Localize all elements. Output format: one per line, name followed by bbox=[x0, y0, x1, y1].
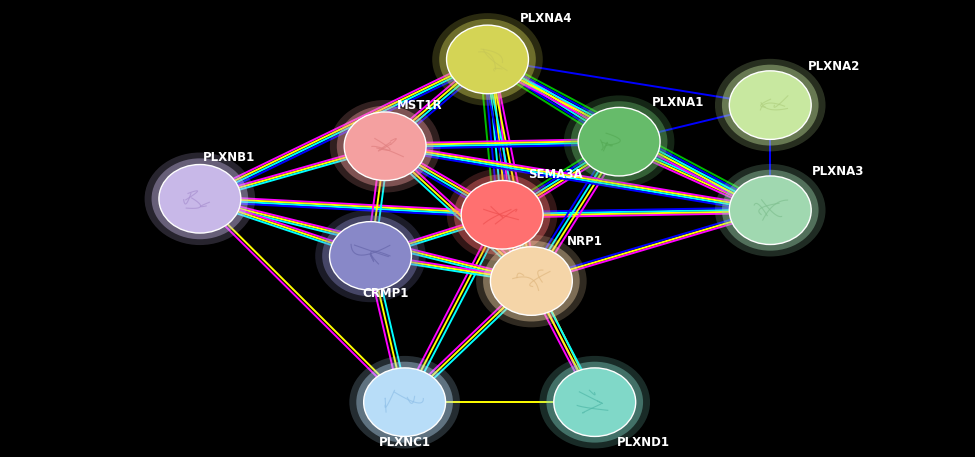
Ellipse shape bbox=[490, 247, 572, 315]
Ellipse shape bbox=[461, 181, 543, 249]
Text: PLXNB1: PLXNB1 bbox=[203, 151, 255, 164]
Ellipse shape bbox=[564, 96, 675, 188]
Ellipse shape bbox=[344, 112, 426, 181]
Ellipse shape bbox=[554, 368, 636, 436]
Text: PLXNA1: PLXNA1 bbox=[651, 96, 704, 109]
Ellipse shape bbox=[330, 100, 441, 192]
Ellipse shape bbox=[722, 170, 819, 250]
Ellipse shape bbox=[570, 101, 668, 182]
Text: PLXNC1: PLXNC1 bbox=[378, 436, 431, 449]
Ellipse shape bbox=[715, 164, 826, 256]
Ellipse shape bbox=[336, 106, 434, 186]
Ellipse shape bbox=[315, 210, 426, 302]
Text: CRMP1: CRMP1 bbox=[362, 287, 409, 300]
Ellipse shape bbox=[453, 175, 551, 255]
Text: PLXNA3: PLXNA3 bbox=[812, 165, 865, 178]
Ellipse shape bbox=[483, 240, 580, 322]
Text: MST1R: MST1R bbox=[397, 99, 442, 112]
Ellipse shape bbox=[159, 165, 241, 233]
Ellipse shape bbox=[715, 59, 826, 151]
Text: PLXNA4: PLXNA4 bbox=[520, 12, 572, 25]
Ellipse shape bbox=[722, 65, 819, 146]
Text: NRP1: NRP1 bbox=[567, 235, 603, 248]
Ellipse shape bbox=[432, 13, 543, 106]
Ellipse shape bbox=[447, 25, 528, 94]
Ellipse shape bbox=[447, 169, 558, 261]
Ellipse shape bbox=[729, 71, 811, 139]
Ellipse shape bbox=[364, 368, 446, 436]
Ellipse shape bbox=[539, 356, 650, 448]
Ellipse shape bbox=[322, 216, 419, 297]
Text: PLXNA2: PLXNA2 bbox=[807, 60, 860, 73]
Ellipse shape bbox=[578, 107, 660, 176]
Text: SEMA3A: SEMA3A bbox=[528, 168, 583, 181]
Ellipse shape bbox=[144, 153, 255, 245]
Ellipse shape bbox=[151, 159, 249, 239]
Ellipse shape bbox=[546, 362, 644, 442]
Ellipse shape bbox=[729, 176, 811, 244]
Ellipse shape bbox=[349, 356, 460, 448]
Text: PLXND1: PLXND1 bbox=[617, 436, 670, 449]
Ellipse shape bbox=[330, 222, 411, 290]
Ellipse shape bbox=[476, 235, 587, 327]
Ellipse shape bbox=[439, 19, 536, 100]
Ellipse shape bbox=[356, 362, 453, 442]
